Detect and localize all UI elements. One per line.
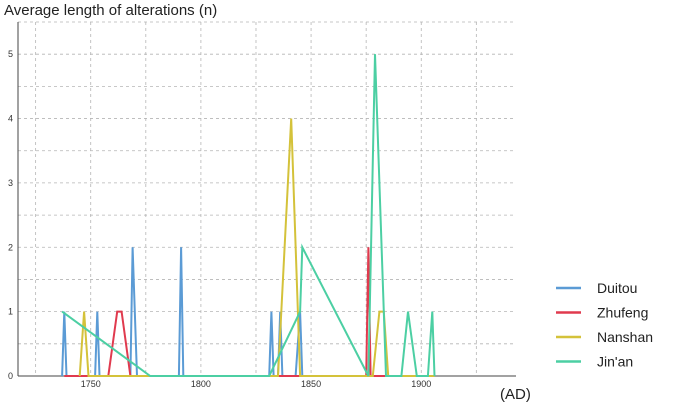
y-axis-label: Average length of alterations (n)	[4, 2, 217, 19]
x-tick-label: 1800	[191, 379, 211, 389]
grid	[18, 21, 516, 376]
legend-label: Duitou	[597, 280, 637, 296]
y-tick-label: 1	[8, 307, 13, 317]
legend-label: Jin'an	[597, 354, 633, 370]
x-tick-label: 1900	[411, 379, 431, 389]
series-line-jinan	[61, 54, 436, 377]
y-tick-label: 3	[8, 178, 13, 188]
x-tick-label: 1750	[81, 379, 101, 389]
legend-label: Zhufeng	[597, 305, 648, 321]
legend: Duitou Zhufeng Nanshan Jin'an	[556, 280, 653, 370]
y-tick-label: 4	[8, 114, 13, 124]
x-tick-label: 1850	[301, 379, 321, 389]
y-tick-label: 0	[8, 371, 13, 381]
x-axis-label: (AD)	[500, 386, 531, 403]
tick-labels: 0 1 2 3 4 5 1750 1800 1850 1900	[8, 49, 431, 389]
y-tick-label: 5	[8, 49, 13, 59]
legend-label: Nanshan	[597, 329, 653, 345]
series-lines	[61, 54, 436, 377]
axes	[17, 22, 516, 377]
y-tick-label: 2	[8, 242, 13, 252]
